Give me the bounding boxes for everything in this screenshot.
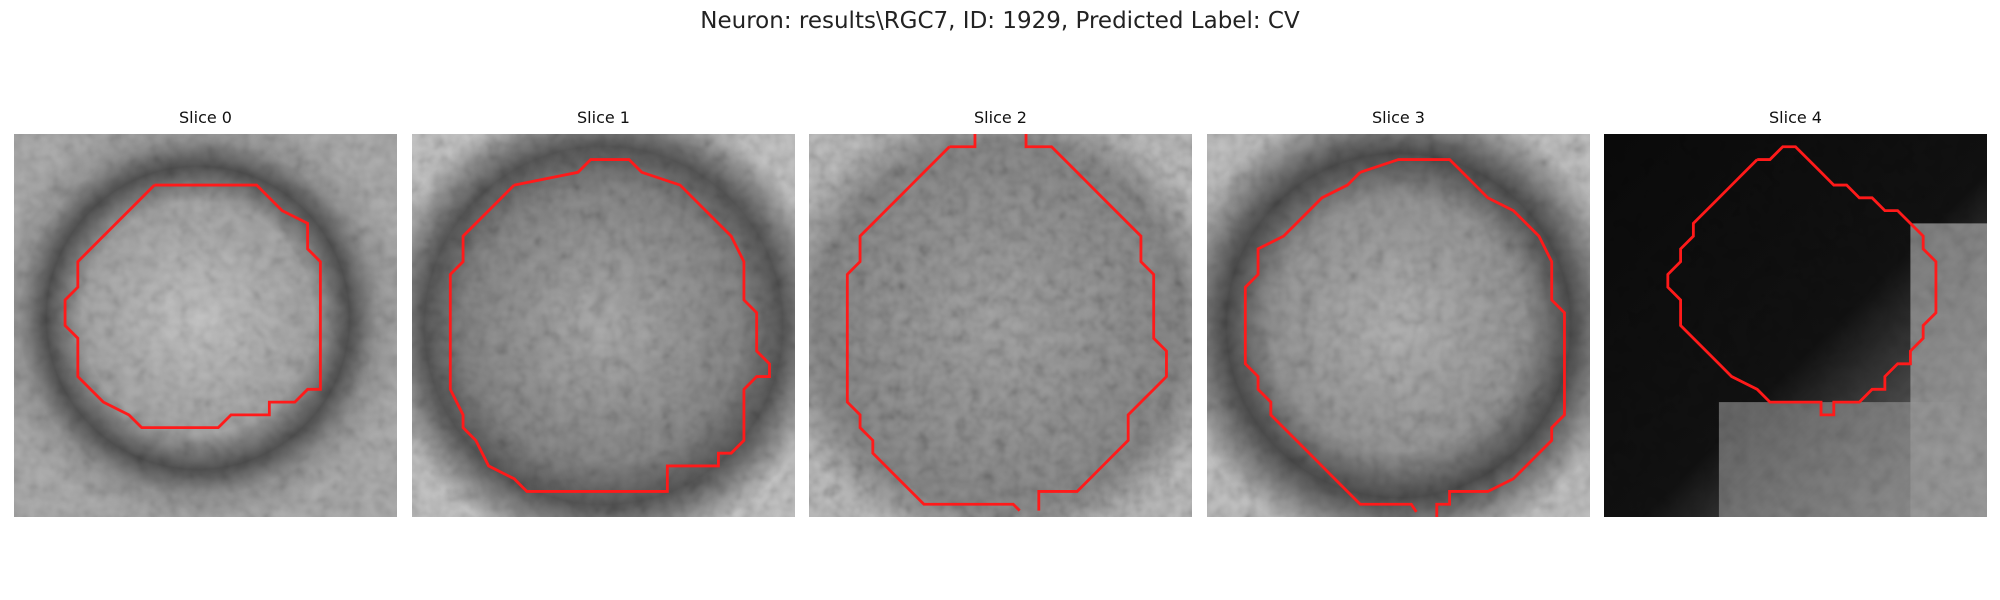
slice-title-2: Slice 2	[809, 108, 1192, 127]
slice-image-0	[14, 134, 397, 517]
slice-texture-1	[412, 134, 795, 517]
slice-texture-4	[1604, 134, 1987, 517]
slice-image-1	[412, 134, 795, 517]
slice-texture-2	[809, 134, 1192, 517]
slice-image-3	[1207, 134, 1590, 517]
slice-texture-0	[14, 134, 397, 517]
slice-title-4: Slice 4	[1604, 108, 1987, 127]
slice-title-0: Slice 0	[14, 108, 397, 127]
slice-image-2	[809, 134, 1192, 517]
slice-image-4	[1604, 134, 1987, 517]
slice-title-1: Slice 1	[412, 108, 795, 127]
slice-title-3: Slice 3	[1207, 108, 1590, 127]
figure-title: Neuron: results\RGC7, ID: 1929, Predicte…	[0, 8, 2000, 34]
